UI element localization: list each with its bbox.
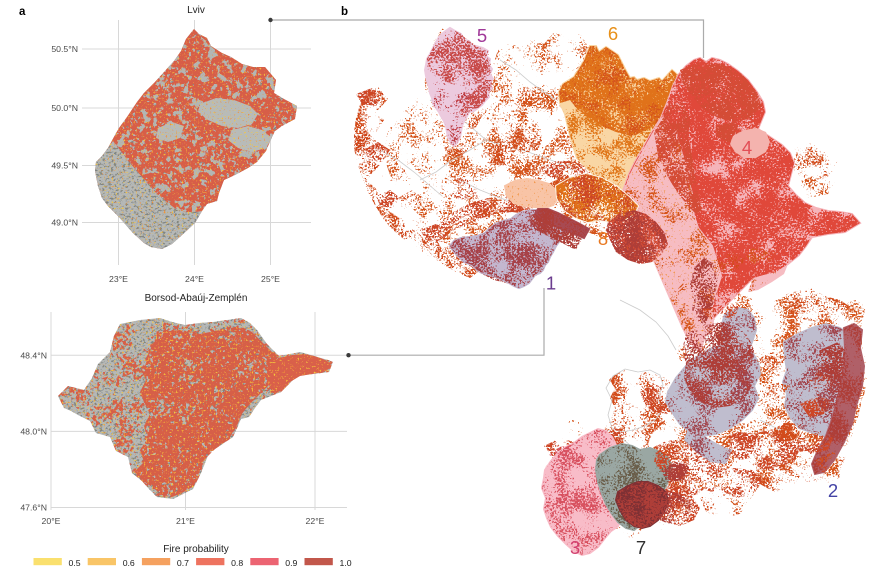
svg-text:20°E: 20°E xyxy=(42,516,61,526)
svg-text:50.5°N: 50.5°N xyxy=(51,44,78,54)
svg-text:24°E: 24°E xyxy=(185,274,204,284)
svg-text:0.8: 0.8 xyxy=(231,558,243,568)
svg-text:Fire probability: Fire probability xyxy=(163,544,229,555)
svg-text:5: 5 xyxy=(477,25,487,46)
svg-text:50.0°N: 50.0°N xyxy=(51,103,78,113)
svg-text:49.5°N: 49.5°N xyxy=(51,161,78,171)
svg-text:49.0°N: 49.0°N xyxy=(51,218,78,228)
svg-text:a: a xyxy=(19,6,26,18)
svg-text:3: 3 xyxy=(570,537,580,558)
svg-text:22°E: 22°E xyxy=(306,516,325,526)
svg-text:8: 8 xyxy=(598,228,608,249)
svg-text:2: 2 xyxy=(828,480,838,501)
svg-text:b: b xyxy=(341,6,348,18)
svg-text:0.9: 0.9 xyxy=(285,558,297,568)
svg-text:1: 1 xyxy=(546,273,556,294)
svg-text:4: 4 xyxy=(742,137,752,158)
svg-text:23°E: 23°E xyxy=(109,274,128,284)
svg-text:Borsod-Abaúj-Zemplén: Borsod-Abaúj-Zemplén xyxy=(145,293,248,304)
svg-text:0.5: 0.5 xyxy=(69,558,81,568)
svg-text:21°E: 21°E xyxy=(176,516,195,526)
svg-text:47.6°N: 47.6°N xyxy=(20,503,47,513)
svg-text:7: 7 xyxy=(636,537,646,558)
svg-text:0.7: 0.7 xyxy=(177,558,189,568)
svg-text:6: 6 xyxy=(608,23,618,44)
svg-text:48.4°N: 48.4°N xyxy=(20,350,47,360)
svg-text:0.6: 0.6 xyxy=(123,558,135,568)
svg-text:1.0: 1.0 xyxy=(340,558,352,568)
svg-text:Lviv: Lviv xyxy=(187,5,205,16)
svg-text:48.0°N: 48.0°N xyxy=(20,426,47,436)
svg-text:25°E: 25°E xyxy=(261,274,280,284)
